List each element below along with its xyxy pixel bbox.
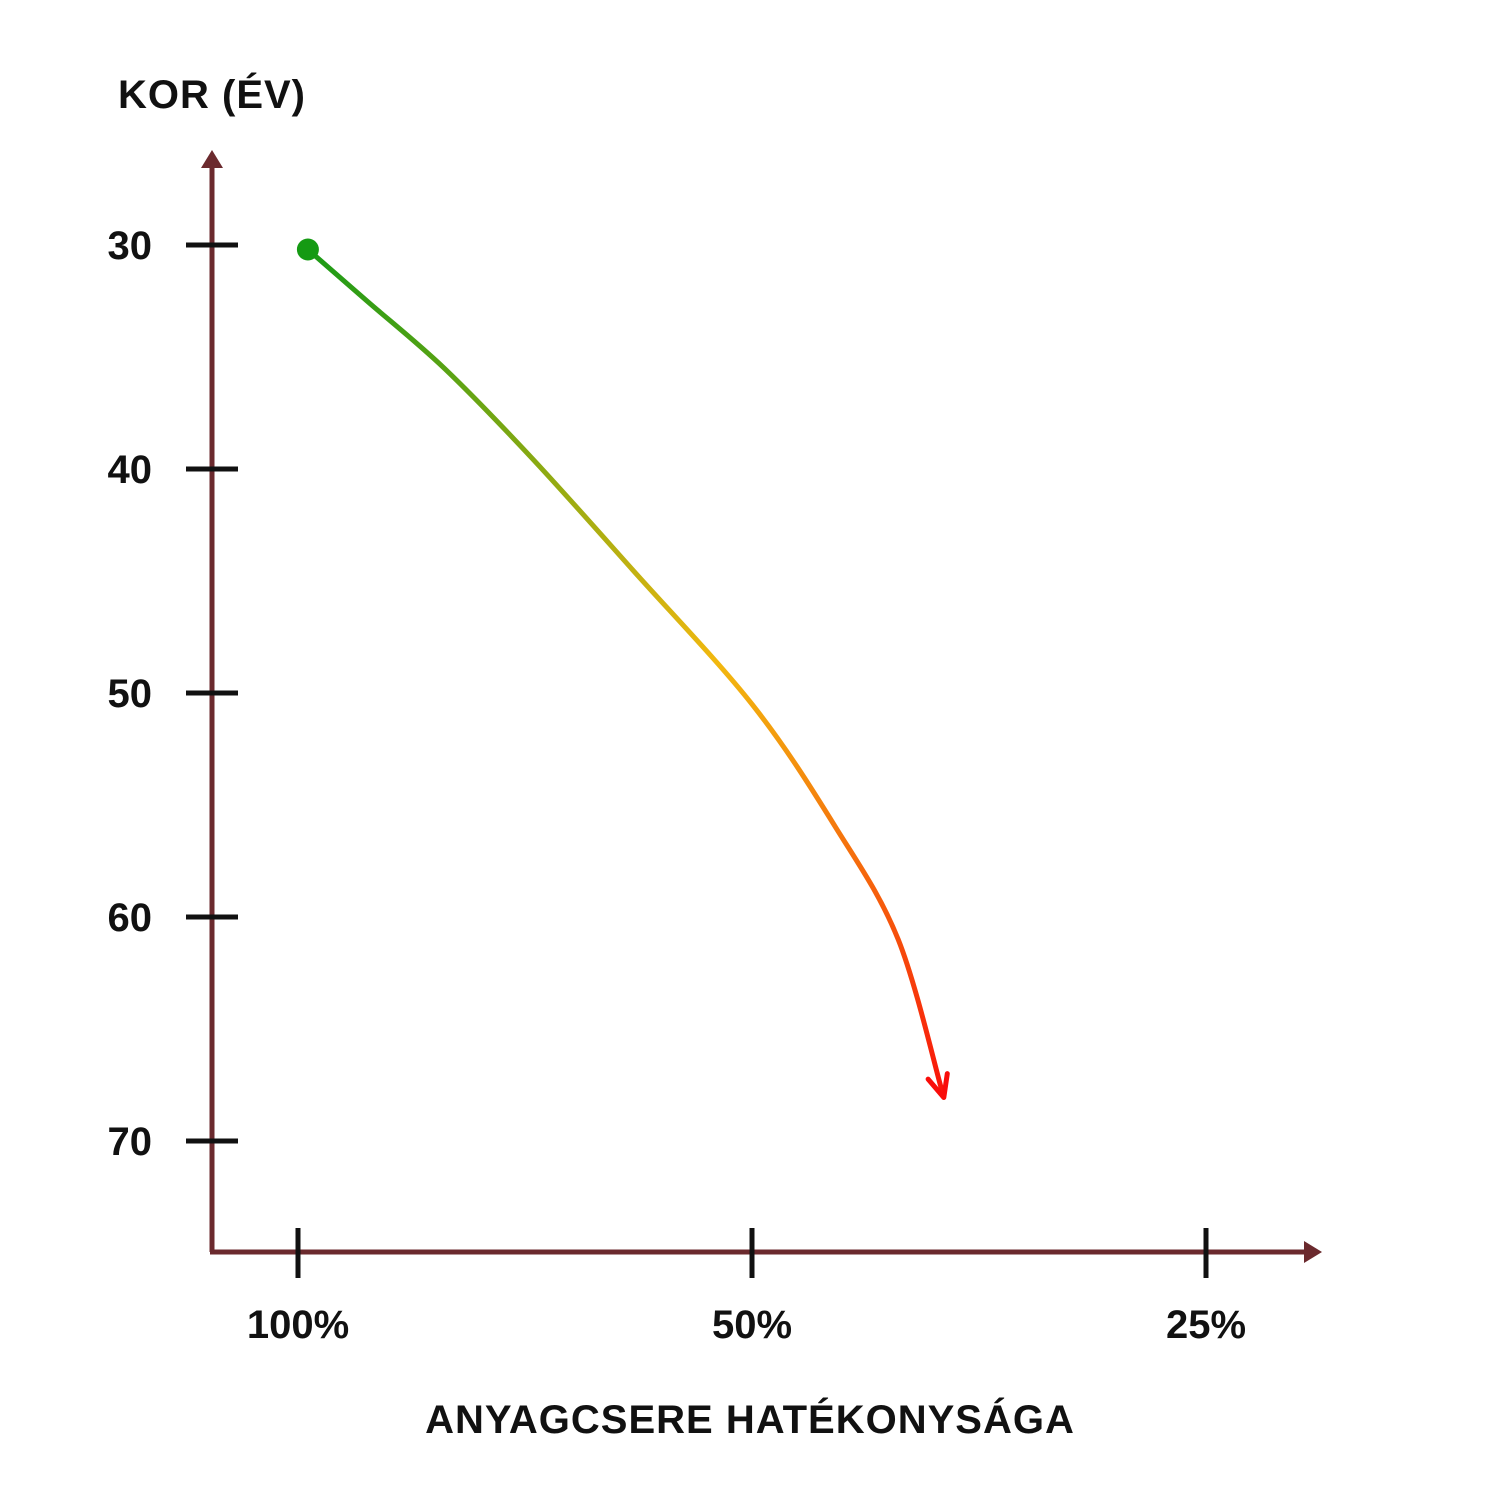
- y-ticks: 30 40 50 60 70: [108, 224, 238, 1164]
- x-axis-arrowhead: [1304, 1241, 1322, 1263]
- x-tick-label: 50%: [712, 1303, 792, 1347]
- y-tick-label: 40: [108, 448, 153, 492]
- y-axis-title: KOR (ÉV): [118, 72, 306, 117]
- series-layer: [296, 238, 950, 1100]
- y-tick-label: 70: [108, 1120, 153, 1164]
- y-tick-label: 50: [108, 672, 153, 716]
- y-tick-label: 30: [108, 224, 153, 268]
- axes: [201, 150, 1322, 1263]
- x-ticks: 100% 50% 25%: [247, 1228, 1246, 1347]
- x-tick-label: 25%: [1166, 1303, 1246, 1347]
- x-tick-label: 100%: [247, 1303, 349, 1347]
- y-axis-arrowhead: [201, 150, 223, 168]
- x-axis-title: ANYAGCSERE HATÉKONYSÁGA: [425, 1397, 1075, 1442]
- series-end-arrowhead: [925, 1071, 950, 1100]
- series-line: [305, 247, 945, 1095]
- series-start-point: [296, 238, 319, 261]
- y-tick-label: 60: [108, 896, 153, 940]
